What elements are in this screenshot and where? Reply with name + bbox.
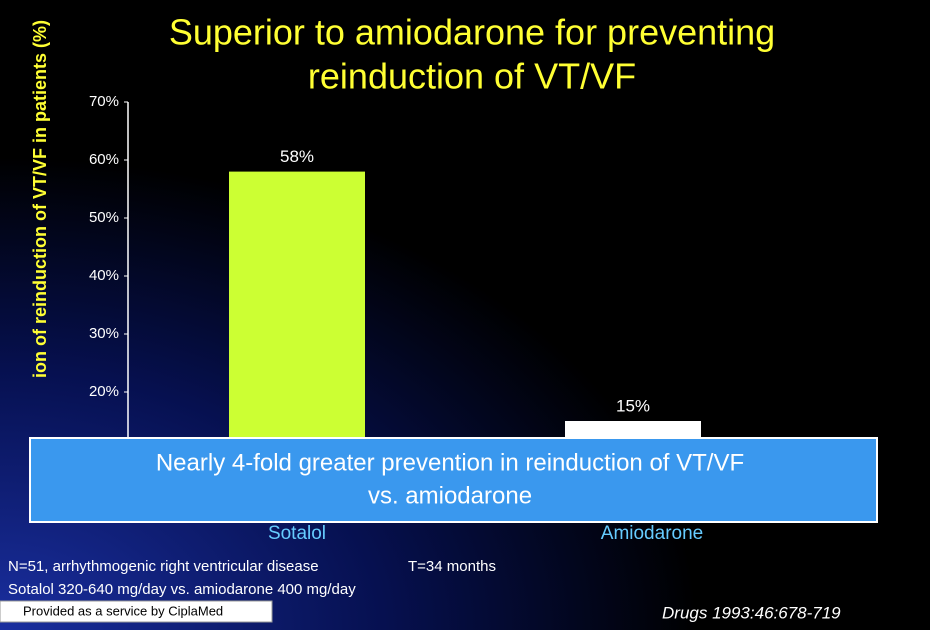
value-label: 15% — [616, 396, 650, 415]
y-tick-label: 70% — [89, 93, 119, 110]
y-tick-label: 40% — [89, 267, 119, 284]
footnote: T=34 months — [408, 558, 496, 575]
y-tick-label: 30% — [89, 325, 119, 342]
x-tick-label: Sotalol — [268, 523, 326, 544]
y-axis-label: ion of reinduction of VT/VF in patients … — [30, 20, 50, 378]
provider: Provided as a service by CiplaMed — [23, 603, 223, 618]
source: Drugs 1993:46:678-719 — [662, 603, 841, 622]
x-tick-label: Amiodarone — [601, 523, 703, 544]
y-tick-label: 50% — [89, 209, 119, 226]
chart-title: reinduction of VT/VF — [308, 56, 636, 97]
provider-box — [0, 600, 273, 623]
value-label: 58% — [280, 147, 314, 166]
chart-title: Superior to amiodarone for preventing — [169, 12, 775, 53]
category-labels: Sotalol Amiodarone — [268, 523, 703, 544]
footnote: N=51, arrhythmogenic right ventricular d… — [8, 558, 319, 575]
y-tick-label: 60% — [89, 151, 119, 168]
annotation-box — [29, 437, 878, 523]
annotation: Nearly 4-fold greater prevention in rein… — [156, 449, 744, 476]
annotation: vs. amiodarone — [368, 482, 532, 509]
y-tick-label: 20% — [89, 383, 119, 400]
footnote: Sotalol 320-640 mg/day vs. amiodarone 40… — [8, 581, 356, 598]
